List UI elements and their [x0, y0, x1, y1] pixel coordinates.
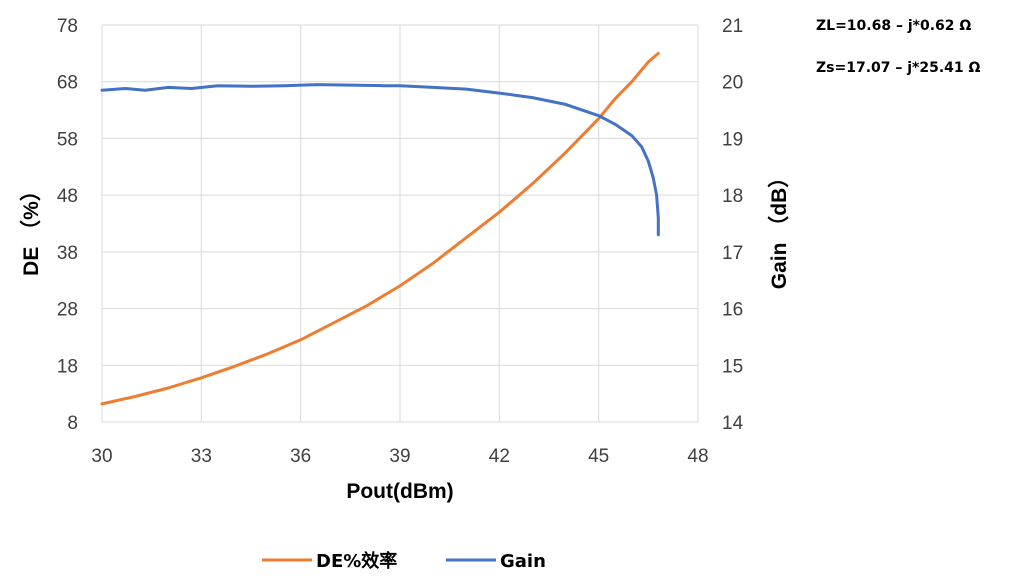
legend-label-de: DE%效率 [316, 550, 397, 572]
y-right-tick-label: 14 [722, 413, 744, 434]
load-impedance-annotation: ZL=10.68 – j*0.62 Ω [816, 18, 971, 34]
y-left-axis-title: DE （%） [19, 180, 43, 276]
y-right-tick-label: 18 [722, 186, 743, 207]
x-tick-label: 36 [290, 446, 311, 467]
y-right-tick-label: 16 [722, 300, 743, 321]
y-left-tick-label: 18 [57, 356, 78, 377]
legend: DE%效率 Gain [262, 550, 546, 572]
y-right-tick-label: 21 [722, 16, 743, 37]
y-left-tick-label: 48 [57, 186, 78, 207]
x-tick-label: 33 [191, 446, 212, 467]
x-tick-label: 30 [91, 446, 112, 467]
y-right-tick-label: 15 [722, 356, 743, 377]
x-tick-label: 45 [588, 446, 609, 467]
x-tick-labels: 30 33 36 39 42 45 48 [91, 446, 708, 467]
y-right-tick-labels: 14 15 16 17 18 19 20 21 [722, 16, 744, 434]
y-left-tick-label: 58 [57, 129, 78, 150]
series-lines [102, 53, 658, 404]
y-left-tick-label: 28 [57, 300, 78, 321]
y-right-tick-label: 17 [722, 243, 743, 264]
y-left-tick-label: 68 [57, 73, 78, 94]
x-axis-title: Pout(dBm) [346, 480, 453, 503]
x-tick-label: 48 [687, 446, 708, 467]
legend-label-gain: Gain [500, 551, 546, 572]
y-left-tick-label: 78 [57, 16, 78, 37]
y-right-tick-label: 19 [722, 129, 743, 150]
x-tick-label: 42 [489, 446, 510, 467]
y-left-tick-label: 8 [67, 413, 78, 434]
y-left-tick-label: 38 [57, 243, 78, 264]
y-left-tick-labels: 8 18 28 38 48 58 68 78 [57, 16, 78, 434]
source-impedance-annotation: Zs=17.07 – j*25.41 Ω [816, 60, 981, 76]
series-line-gain [102, 85, 658, 235]
x-tick-label: 39 [389, 446, 410, 467]
y-right-tick-label: 20 [722, 73, 743, 94]
y-right-axis-title: Gain （dB） [767, 167, 791, 290]
